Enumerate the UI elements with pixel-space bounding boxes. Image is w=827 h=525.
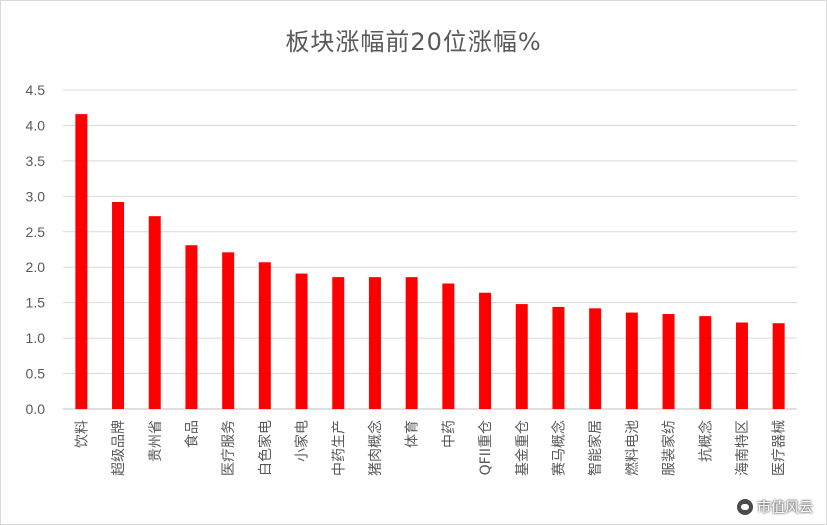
y-tick-label: 0.5 <box>26 366 46 382</box>
bar <box>185 245 198 409</box>
y-tick-label: 2.5 <box>26 224 46 240</box>
bar <box>222 252 235 409</box>
bar <box>699 316 712 409</box>
y-tick-label: 0.0 <box>26 401 46 417</box>
bar <box>552 306 565 409</box>
y-tick-label: 3.5 <box>26 153 46 169</box>
bar <box>772 323 785 409</box>
x-tick-label: 基金重仓 <box>514 420 531 476</box>
y-tick-label: 1.5 <box>26 295 46 311</box>
watermark-text: 市值风云 <box>757 500 813 516</box>
wechat-logo-icon <box>737 499 753 515</box>
x-tick-label: 抗概念 <box>697 420 714 462</box>
x-tick-label: 贵州省 <box>148 420 164 462</box>
chart-title: 板块涨幅前20位涨幅% <box>285 28 542 56</box>
x-tick-label: 智能家居 <box>587 420 604 476</box>
x-tick-label: 赛马概念 <box>550 420 567 476</box>
x-tick-label: 中药生产 <box>331 420 347 476</box>
bar <box>589 308 602 409</box>
y-tick-label: 3.0 <box>26 188 46 204</box>
x-tick-label: 超级品牌 <box>110 420 127 476</box>
x-tick-label: 食品 <box>183 420 200 448</box>
x-tick-label: 中药 <box>441 420 457 448</box>
bars <box>75 114 785 409</box>
x-tick-label: 小家电 <box>294 420 311 462</box>
x-axis-labels: 饮料 超级品牌 贵州省 食品 医疗服务 白色家电 小家电 中药生产 猪肉概念 体育 中药 QFII重仓… <box>74 420 787 476</box>
x-tick-label: QFII重仓 <box>478 420 494 475</box>
x-tick-label: 海南特区 <box>735 420 751 476</box>
x-tick-label: 燃料电池 <box>624 420 641 476</box>
x-tick-label: 体育 <box>405 420 421 448</box>
bar <box>515 304 528 409</box>
bar <box>75 114 88 409</box>
bar <box>295 273 308 409</box>
bar <box>735 322 748 409</box>
x-tick-label: 猪肉概念 <box>367 420 384 476</box>
bar <box>625 312 638 409</box>
x-tick-label: 服装家纺 <box>661 420 678 476</box>
bar <box>258 262 271 409</box>
bar <box>148 216 161 409</box>
y-tick-label: 2.0 <box>26 259 46 275</box>
bar <box>332 277 345 409</box>
bar <box>368 277 381 409</box>
bar <box>479 292 492 409</box>
y-tick-label: 1.0 <box>26 330 46 346</box>
bar <box>442 283 455 409</box>
y-tick-label: 4.0 <box>26 117 46 133</box>
bar <box>112 202 125 409</box>
x-tick-label: 白色家电 <box>257 420 274 476</box>
x-tick-label: 饮料 <box>74 420 90 448</box>
y-tick-label: 4.5 <box>26 82 46 98</box>
bar <box>405 277 418 409</box>
gridlines <box>63 89 797 410</box>
watermark: 市值风云 <box>737 497 813 517</box>
x-tick-label: 医疗器械 <box>772 420 788 476</box>
y-axis-ticks: 0.0 0.5 1.0 1.5 2.0 2.5 3.0 3.5 4.0 4.5 <box>26 82 46 417</box>
bar <box>662 314 675 409</box>
x-tick-label: 医疗服务 <box>221 420 237 476</box>
